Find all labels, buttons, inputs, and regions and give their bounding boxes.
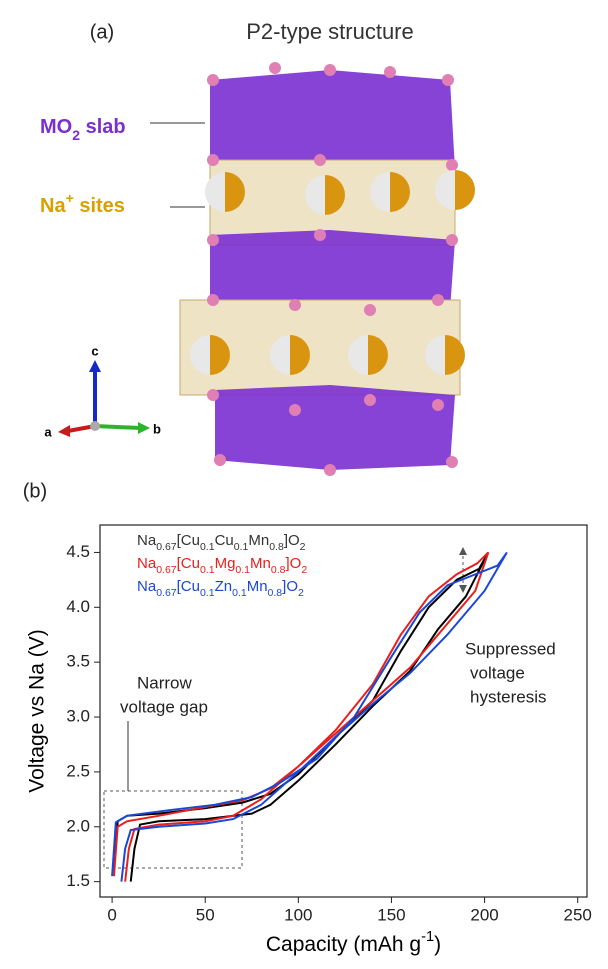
legend-entry: Na0.67[Cu0.1Cu0.1Mn0.8]O2 <box>137 532 306 553</box>
annotation: Suppressed <box>465 639 556 658</box>
y-tick-label: 2.0 <box>66 816 90 835</box>
legend-entry: Na0.67[Cu0.1Mg0.1Mn0.8]O2 <box>137 555 307 576</box>
site-label: Na+ sites <box>40 190 125 218</box>
annotation: voltage <box>470 663 525 682</box>
curve <box>112 552 507 881</box>
y-tick-label: 3.5 <box>66 652 90 671</box>
curve <box>114 552 488 881</box>
annotation: voltage gap <box>120 697 208 716</box>
x-tick-label: 50 <box>196 905 215 924</box>
annotation: hysteresis <box>470 687 547 706</box>
legend-entry: Na0.67[Cu0.1Zn0.1Mn0.8]O2 <box>137 578 304 599</box>
structure-title: P2-type structure <box>246 19 414 44</box>
curve <box>114 552 488 881</box>
slab <box>210 230 455 310</box>
axis-letter: c <box>91 343 98 358</box>
panel-label: (b) <box>23 480 47 502</box>
axis-letter: a <box>44 424 52 439</box>
x-tick-label: 150 <box>377 905 405 924</box>
x-tick-label: 100 <box>284 905 312 924</box>
slab <box>210 70 455 170</box>
axis-glyph <box>58 360 150 437</box>
x-tick-label: 250 <box>564 905 592 924</box>
slab <box>215 385 455 470</box>
y-tick-label: 4.0 <box>66 597 90 616</box>
annotation: Narrow <box>137 673 193 692</box>
figure: (a) P2-type structure MO2 slab Na+ sites… <box>0 0 608 969</box>
y-tick-label: 3.0 <box>66 707 90 726</box>
y-tick-label: 2.5 <box>66 761 90 780</box>
x-axis-title: Capacity (mAh g-1) <box>266 929 441 956</box>
x-tick-label: 200 <box>470 905 498 924</box>
panel-label: (a) <box>90 21 114 43</box>
arrow-head <box>459 547 467 555</box>
y-tick-label: 1.5 <box>66 871 90 890</box>
x-tick-label: 0 <box>107 905 116 924</box>
slab-label: MO2 slab <box>40 116 126 142</box>
axis-letter: b <box>153 421 161 436</box>
y-tick-label: 4.5 <box>66 542 90 561</box>
arrow-head <box>459 585 467 593</box>
y-axis-title: Voltage vs Na (V) <box>26 629 49 792</box>
